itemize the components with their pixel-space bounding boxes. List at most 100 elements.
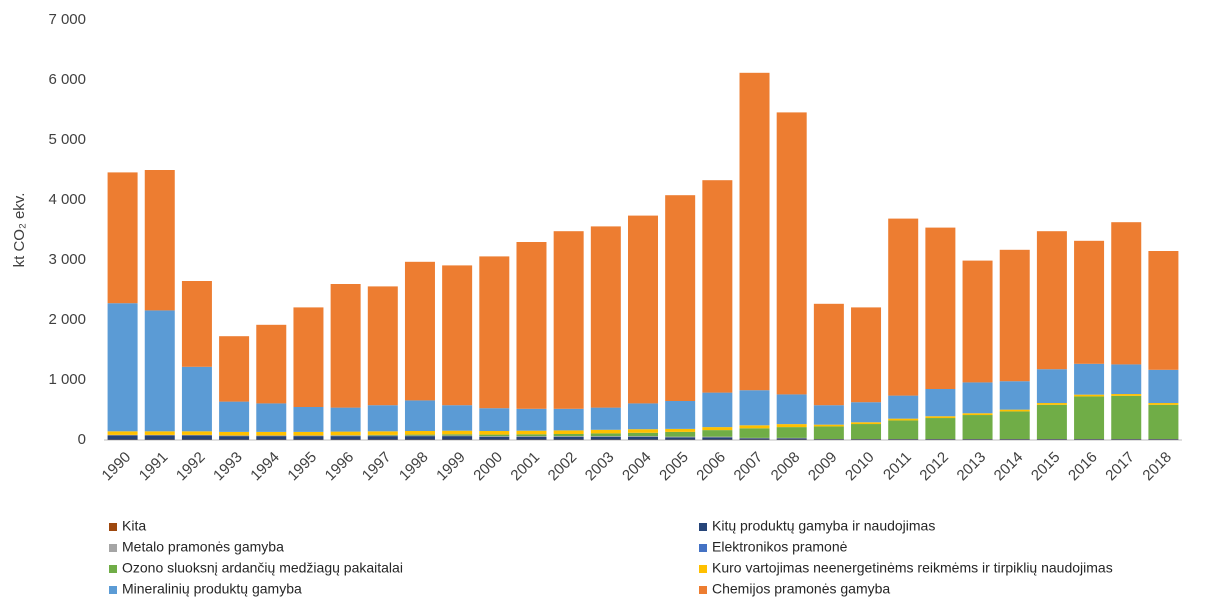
bar-segment xyxy=(293,307,323,407)
bar-segment xyxy=(851,422,881,424)
bar-segment xyxy=(442,436,472,440)
bar-segment xyxy=(1037,439,1067,440)
bar-segment xyxy=(182,431,212,435)
bar-segment xyxy=(442,431,472,435)
x-tick-label: 2016 xyxy=(1065,449,1101,485)
bar-segment xyxy=(108,431,138,435)
bar-segment xyxy=(963,261,993,383)
bar-segment xyxy=(665,429,695,432)
bar-segment xyxy=(740,438,770,439)
x-tick-label: 2003 xyxy=(582,449,618,485)
bar-segment xyxy=(814,304,844,405)
x-tick-label: 1995 xyxy=(284,449,320,485)
bar-segment xyxy=(777,438,807,439)
bar-segment xyxy=(1111,364,1141,394)
bar-segment xyxy=(591,430,621,434)
bar-segment xyxy=(145,310,175,431)
x-tick-label: 2000 xyxy=(470,449,506,485)
bar-segment xyxy=(963,382,993,413)
bar-segment xyxy=(479,431,509,435)
x-tick-label: 2001 xyxy=(507,449,543,485)
bar-segment xyxy=(405,436,435,437)
bar-segment xyxy=(1000,439,1030,440)
bar-segment xyxy=(1148,439,1178,440)
bar-segment xyxy=(963,415,993,439)
bar-segment xyxy=(293,436,323,440)
bar-segment xyxy=(479,408,509,431)
bar-segment xyxy=(814,439,844,440)
bar-segment xyxy=(851,402,881,422)
bar-segment xyxy=(219,402,249,432)
x-tick-label: 2007 xyxy=(731,449,767,485)
y-axis-label: kt CO₂ ekv. xyxy=(11,193,28,268)
legend-swatch xyxy=(699,586,707,594)
x-tick-label: 2004 xyxy=(619,449,655,485)
bar-segment xyxy=(628,433,658,436)
bar-segment xyxy=(851,439,881,440)
bar-segment xyxy=(479,256,509,408)
bar-segment xyxy=(702,427,732,430)
legend-swatch xyxy=(699,544,707,552)
bar-segment xyxy=(108,172,138,303)
bar-segment xyxy=(516,436,546,437)
bar-segment xyxy=(740,425,770,428)
legend-label: Elektronikos pramonė xyxy=(712,539,848,555)
bar-segment xyxy=(293,436,323,437)
bar-segment xyxy=(479,435,509,437)
bar-segment xyxy=(219,436,249,437)
x-tick-label: 2009 xyxy=(805,449,841,485)
legend-label: Metalo pramonės gamyba xyxy=(122,539,284,555)
bar-segment xyxy=(182,281,212,367)
bar-segment xyxy=(1000,411,1030,439)
bar-segment xyxy=(1037,369,1067,403)
bar-segment xyxy=(740,73,770,390)
bar-segment xyxy=(442,405,472,431)
legend-swatch xyxy=(699,565,707,573)
x-tick-label: 1990 xyxy=(99,449,135,485)
bar-segment xyxy=(516,242,546,409)
bar-segment xyxy=(591,437,621,440)
bar-segment xyxy=(1037,231,1067,369)
legend-swatch xyxy=(109,544,117,552)
bar-segment xyxy=(777,112,807,394)
bar-segment xyxy=(331,408,361,432)
bar-segment xyxy=(1111,394,1141,396)
x-tick-label: 2005 xyxy=(656,449,692,485)
bar-segment xyxy=(219,336,249,401)
legend-label: Kita xyxy=(122,518,146,534)
bar-segment xyxy=(256,403,286,432)
bar-segment xyxy=(1074,396,1104,439)
bar-segment xyxy=(442,265,472,405)
bar-segment xyxy=(665,432,695,437)
bar-segment xyxy=(628,403,658,429)
bar-segment xyxy=(888,420,918,439)
y-tick-label: 3 000 xyxy=(48,251,86,268)
bar-segment xyxy=(554,430,584,434)
x-tick-label: 2002 xyxy=(545,449,581,485)
bar-segment xyxy=(665,437,695,439)
bar-segment xyxy=(925,389,955,416)
bar-segment xyxy=(1000,381,1030,409)
bar-segment xyxy=(516,409,546,431)
x-tick-label: 2010 xyxy=(842,449,878,485)
bar-segment xyxy=(108,435,138,436)
bar-segment xyxy=(1148,370,1178,403)
x-tick-label: 1996 xyxy=(322,449,358,485)
x-tick-label: 1991 xyxy=(136,449,172,485)
legend-swatch xyxy=(109,565,117,573)
x-tick-label: 1993 xyxy=(210,449,246,485)
bar-segment xyxy=(702,437,732,439)
bar-segment xyxy=(925,228,955,389)
bar-segment xyxy=(1074,395,1104,397)
bar-segment xyxy=(145,436,175,440)
bar-segment xyxy=(1000,250,1030,381)
bar-segment xyxy=(591,226,621,407)
x-tick-label: 2018 xyxy=(1139,449,1175,485)
bar-segment xyxy=(851,307,881,402)
bar-segment xyxy=(1111,222,1141,364)
bar-segment xyxy=(1148,251,1178,370)
bar-segment xyxy=(219,436,249,440)
x-tick-label: 1997 xyxy=(359,449,395,485)
bar-segment xyxy=(1037,405,1067,439)
bar-segment xyxy=(405,436,435,440)
